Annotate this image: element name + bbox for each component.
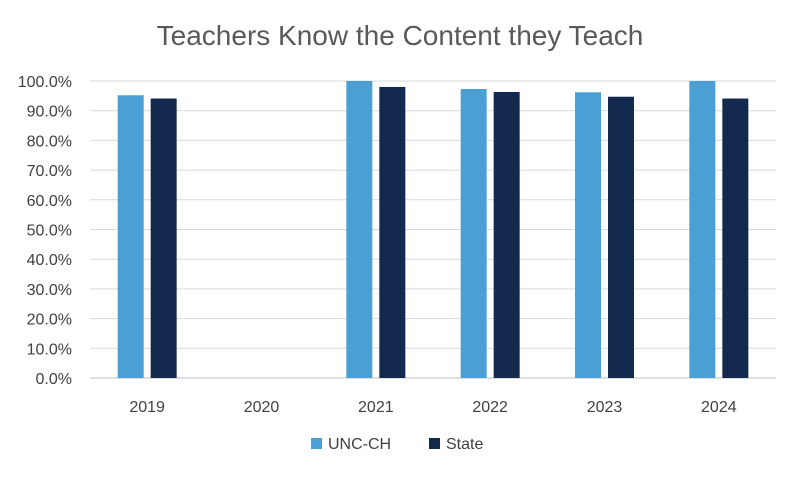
gridlines [90, 80, 776, 379]
x-tick-label: 2024 [701, 399, 737, 416]
legend-item-unc-ch: UNC-CH [311, 436, 391, 453]
x-tick-label: 2019 [129, 399, 165, 416]
bar-unc-ch-2022 [460, 89, 487, 379]
bars [117, 81, 749, 379]
bar-state-2021 [379, 86, 406, 378]
bar-unc-ch-2021 [346, 81, 373, 378]
y-tick-label: 50.0% [27, 223, 72, 240]
y-tick-label: 20.0% [27, 312, 72, 329]
bar-unc-ch-2023 [575, 92, 601, 378]
y-tick-label: 70.0% [27, 163, 72, 180]
y-tick-label: 100.0% [18, 74, 72, 91]
bar-state-2023 [608, 96, 634, 378]
legend-swatch [429, 438, 440, 449]
legend-item-state: State [429, 436, 483, 453]
bar-unc-ch-2019 [117, 95, 144, 379]
y-tick-label: 60.0% [27, 193, 72, 210]
chart-title: Teachers Know the Content they Teach [157, 20, 644, 51]
x-tick-label: 2021 [358, 399, 394, 416]
x-axis: 2019 2020 2021 2022 2023 2024 [129, 399, 736, 416]
y-tick-label: 0.0% [36, 371, 72, 388]
bar-state-2022 [493, 91, 520, 378]
legend-swatch [311, 438, 322, 449]
legend-label: UNC-CH [328, 436, 391, 453]
bar-unc-ch-2024 [689, 81, 716, 378]
legend-label: State [446, 436, 483, 453]
y-tick-label: 80.0% [27, 133, 72, 150]
x-tick-label: 2022 [472, 399, 508, 416]
y-tick-label: 30.0% [27, 282, 72, 299]
x-tick-label: 2020 [244, 399, 280, 416]
y-tick-label: 90.0% [27, 104, 72, 121]
bar-state-2019 [150, 98, 177, 378]
y-tick-label: 10.0% [27, 341, 72, 358]
legend: UNC-CH State [311, 436, 483, 453]
x-tick-label: 2023 [587, 399, 623, 416]
bar-state-2024 [722, 98, 749, 378]
y-axis-ticks: 0.0% 10.0% 20.0% 30.0% 40.0% 50.0% 60.0% 70.0% 8… [18, 74, 72, 388]
y-tick-label: 40.0% [27, 252, 72, 269]
